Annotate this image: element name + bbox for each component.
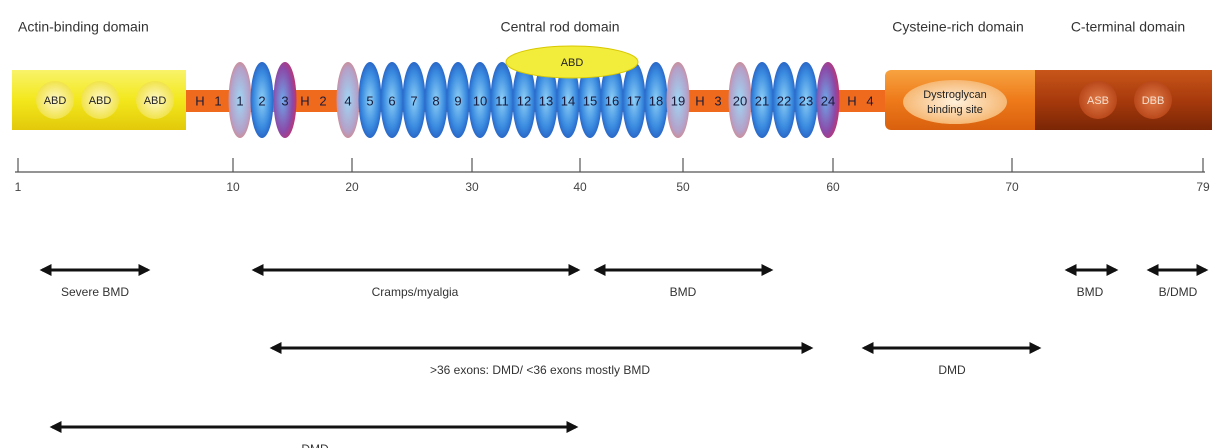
- phenotype-label: Severe BMD: [61, 285, 129, 299]
- domain-title: Actin-binding domain: [18, 19, 149, 35]
- phenotype-label: >36 exons: DMD/ <36 exons mostly BMD: [430, 363, 650, 377]
- spectrin-repeat: [772, 62, 796, 138]
- spectrin-repeat: [228, 62, 252, 138]
- domain-title: Cysteine-rich domain: [892, 19, 1024, 35]
- repeat-label: 5: [366, 93, 373, 108]
- repeat-label: 9: [454, 93, 461, 108]
- repeat-label: 2: [258, 93, 265, 108]
- repeat-label: 7: [410, 93, 417, 108]
- phenotype-label: DMD: [938, 363, 966, 377]
- exon-tick-label: 70: [1005, 180, 1019, 194]
- ct-label: DBB: [1142, 95, 1165, 107]
- repeat-label: 3: [281, 93, 288, 108]
- repeat-label: 12: [517, 93, 531, 108]
- binding-site-label: Dystroglycan: [923, 89, 987, 101]
- exon-tick-label: 30: [465, 180, 479, 194]
- spectrin-repeat: [600, 62, 624, 138]
- hinge-label: H: [300, 93, 309, 108]
- repeat-label: 14: [561, 93, 575, 108]
- repeat-label: 18: [649, 93, 663, 108]
- spectrin-repeat: [750, 62, 774, 138]
- phenotype-label: BMD: [1077, 285, 1104, 299]
- spectrin-repeat: [622, 62, 646, 138]
- repeat-label: 1: [236, 93, 243, 108]
- spectrin-repeat: [336, 62, 360, 138]
- central-abd-label: ABD: [561, 57, 584, 69]
- ct-circle: [1134, 81, 1172, 119]
- repeat-label: 11: [495, 93, 509, 108]
- phenotype-label: BMD: [670, 285, 697, 299]
- spectrin-repeat: [556, 62, 580, 138]
- spectrin-repeat: [666, 62, 690, 138]
- binding-site-label: binding site: [927, 104, 983, 116]
- repeat-label: 17: [627, 93, 641, 108]
- exon-tick-label: 20: [345, 180, 359, 194]
- spectrin-repeat: [446, 62, 470, 138]
- spectrin-repeat: [380, 62, 404, 138]
- repeat-label: 10: [473, 93, 487, 108]
- abd-circle: [81, 81, 119, 119]
- domain-title: Central rod domain: [500, 19, 619, 35]
- hinge-label: 2: [319, 93, 326, 108]
- c-terminal-domain: [1035, 70, 1212, 130]
- exon-tick-label: 79: [1196, 180, 1210, 194]
- repeat-label: 15: [583, 93, 597, 108]
- abd-label: ABD: [44, 95, 67, 107]
- abd-label: ABD: [144, 95, 167, 107]
- spectrin-repeat: [273, 62, 297, 138]
- repeat-label: 23: [799, 93, 813, 108]
- spectrin-repeat: [358, 62, 382, 138]
- central-abd: [505, 45, 639, 79]
- spectrin-repeat: [402, 62, 426, 138]
- spectrin-repeat: [424, 62, 448, 138]
- spectrin-repeat: [512, 62, 536, 138]
- exon-tick-label: 40: [573, 180, 587, 194]
- phenotype-label: DMD: [301, 442, 329, 448]
- repeat-label: 16: [605, 93, 619, 108]
- spectrin-repeat: [534, 62, 558, 138]
- repeat-label: 4: [344, 93, 351, 108]
- repeat-label: 6: [388, 93, 395, 108]
- hinge-label: 3: [714, 93, 721, 108]
- ct-label: ASB: [1087, 95, 1109, 107]
- domain-title: C-terminal domain: [1071, 19, 1185, 35]
- exon-tick-label: 50: [676, 180, 690, 194]
- spectrin-repeat: [728, 62, 752, 138]
- abd-circle: [36, 81, 74, 119]
- exon-tick-label: 60: [826, 180, 840, 194]
- repeat-label: 20: [733, 93, 747, 108]
- spectrin-repeat: [250, 62, 274, 138]
- repeat-label: 24: [821, 93, 835, 108]
- abd-circle: [136, 81, 174, 119]
- spectrin-repeat: [490, 62, 514, 138]
- phenotype-label: Cramps/myalgia: [372, 285, 459, 299]
- repeat-label: 22: [777, 93, 791, 108]
- hinge-label: H: [847, 93, 856, 108]
- repeat-label: 19: [671, 93, 685, 108]
- hinge-label: 4: [866, 93, 873, 108]
- spectrin-repeat: [644, 62, 668, 138]
- spectrin-repeat: [816, 62, 840, 138]
- exon-tick-label: 1: [15, 180, 22, 194]
- hinge-label: H: [195, 93, 204, 108]
- binding-site: [903, 80, 1007, 124]
- spectrin-repeat: [468, 62, 492, 138]
- hinge-label: 1: [214, 93, 221, 108]
- repeat-label: 13: [539, 93, 553, 108]
- phenotype-label: B/DMD: [1159, 285, 1198, 299]
- abd-label: ABD: [89, 95, 112, 107]
- exon-tick-label: 10: [226, 180, 240, 194]
- spectrin-repeat: [578, 62, 602, 138]
- spectrin-repeat: [794, 62, 818, 138]
- ct-circle: [1079, 81, 1117, 119]
- hinge-label: H: [695, 93, 704, 108]
- repeat-label: 21: [755, 93, 769, 108]
- repeat-label: 8: [432, 93, 439, 108]
